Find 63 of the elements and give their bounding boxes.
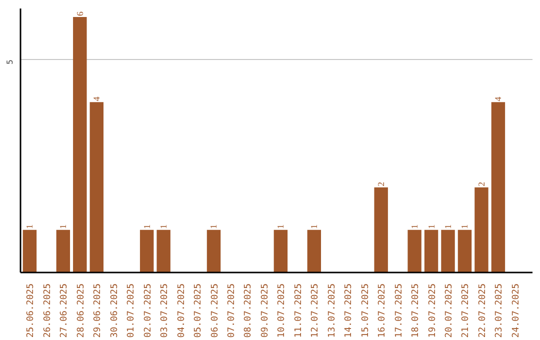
bar: [140, 230, 154, 272]
x-tick-label: 16.07.2025: [378, 283, 388, 338]
bar: [424, 230, 438, 272]
data-label: 1: [460, 224, 470, 229]
x-tick-label: 26.06.2025: [42, 283, 53, 338]
bar: [408, 230, 422, 272]
bar: [274, 230, 288, 272]
data-label: 4: [493, 96, 504, 102]
bar: [458, 230, 472, 272]
x-tick-label: 03.07.2025: [160, 283, 170, 338]
x-tick-label: 13.07.2025: [327, 283, 338, 338]
data-label: 1: [208, 224, 219, 229]
data-label: 1: [142, 224, 152, 229]
bar: [206, 230, 221, 272]
bar: [474, 187, 488, 272]
data-label: 2: [376, 182, 386, 186]
x-tick-label: 30.06.2025: [110, 283, 120, 338]
x-tick-label: 14.07.2025: [344, 283, 354, 338]
data-label: 1: [410, 224, 420, 229]
x-tick-label: 27.06.2025: [60, 283, 70, 338]
x-tick-label: 19.07.2025: [428, 283, 438, 338]
x-tick-label: 25.06.2025: [26, 283, 36, 338]
data-label: 1: [24, 224, 35, 229]
x-tick-label: 04.07.2025: [176, 283, 187, 338]
data-label: 1: [276, 224, 286, 229]
x-tick-label: 12.07.2025: [310, 283, 321, 338]
x-tick-label: 29.06.2025: [93, 283, 104, 338]
data-label: 2: [476, 182, 486, 186]
x-tick-label: 10.07.2025: [277, 283, 288, 338]
bar: [374, 187, 388, 272]
bar: [491, 102, 506, 272]
x-tick-label: 22.07.2025: [478, 283, 488, 338]
data-label: 1: [158, 224, 169, 229]
y-tick-label: 5: [6, 59, 14, 64]
x-tick-label: 11.07.2025: [294, 283, 304, 338]
x-tick-label: 01.07.2025: [126, 283, 137, 338]
bar: [22, 230, 37, 272]
bar: [56, 230, 70, 272]
x-tick-label: 05.07.2025: [194, 283, 204, 338]
x-tick-label: 06.07.2025: [210, 283, 220, 338]
x-tick-label: 02.07.2025: [143, 283, 154, 338]
x-tick-label: 28.06.2025: [76, 283, 86, 338]
bar: [441, 230, 455, 272]
data-label: 1: [426, 224, 436, 229]
x-tick-label: 24.07.2025: [511, 283, 522, 338]
x-tick-label: 09.07.2025: [260, 283, 270, 338]
bar: [73, 17, 87, 272]
x-tick-label: 15.07.2025: [360, 283, 371, 338]
data-label: 4: [92, 96, 102, 102]
data-label: 1: [443, 224, 454, 229]
data-label: 1: [309, 224, 320, 229]
x-tick-label: 23.07.2025: [494, 283, 505, 338]
data-label: 1: [58, 224, 68, 229]
x-tick-label: 20.07.2025: [444, 283, 455, 338]
bar: [307, 230, 322, 272]
x-tick-label: 08.07.2025: [244, 283, 254, 338]
data-label: 6: [74, 11, 85, 16]
x-tick-label: 21.07.2025: [461, 283, 472, 338]
bar: [156, 230, 170, 272]
bar: [90, 102, 104, 272]
x-tick-label: 17.07.2025: [394, 283, 404, 338]
x-tick-label: 18.07.2025: [411, 283, 422, 338]
x-tick-label: 07.07.2025: [226, 283, 237, 338]
